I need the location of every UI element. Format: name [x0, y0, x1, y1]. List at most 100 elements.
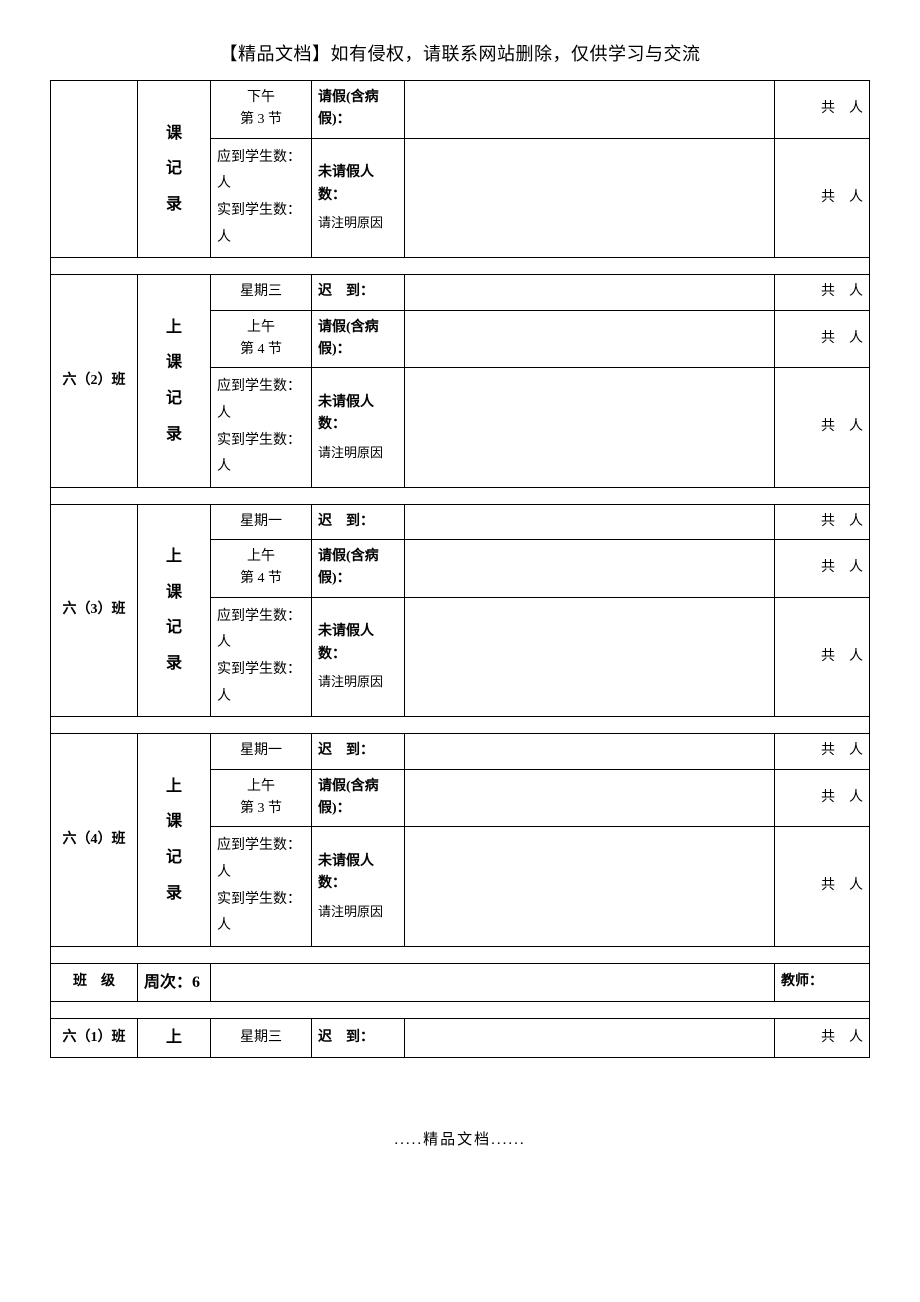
- time-cell: 应到学生数： 人实到学生数： 人: [211, 597, 312, 716]
- time-line: 第 4 节: [217, 339, 305, 361]
- names-cell: [405, 368, 775, 487]
- category-cell: 请假(含病假)：: [312, 310, 405, 368]
- category-cell: 迟 到：: [312, 1019, 405, 1058]
- time-line: 星期一: [217, 740, 305, 762]
- total-cell: 共 人: [775, 504, 870, 539]
- category-cell: 迟 到：: [312, 504, 405, 539]
- names-cell: [405, 769, 775, 827]
- total-label: 共 人: [821, 878, 863, 893]
- time-line: 上午: [217, 317, 305, 339]
- class-cell: 六（4）班: [51, 734, 138, 947]
- table-row: 六（2）班上课记录星期三迟 到： 共 人: [51, 275, 870, 310]
- total-cell: 共 人: [775, 734, 870, 769]
- group-separator: [51, 946, 870, 963]
- class-cell: 六（3）班: [51, 504, 138, 717]
- time-line: 第 4 节: [217, 568, 305, 590]
- total-cell: 共 人: [775, 81, 870, 139]
- total-label: 共 人: [821, 284, 863, 299]
- total-label: 共 人: [821, 190, 863, 205]
- total-label: 共 人: [821, 743, 863, 758]
- group-separator: [51, 258, 870, 275]
- names-cell: [405, 734, 775, 769]
- time-cell: 上午第 4 节: [211, 310, 312, 368]
- page-header: 【精品文档】如有侵权，请联系网站删除，仅供学习与交流: [50, 40, 870, 66]
- teacher-label: 教师：: [781, 974, 823, 989]
- time-cell: 应到学生数： 人实到学生数： 人: [211, 368, 312, 487]
- names-cell: [405, 138, 775, 257]
- total-cell: 共 人: [775, 138, 870, 257]
- time-cell: 上午第 4 节: [211, 540, 312, 598]
- time-line: 星期三: [240, 1030, 282, 1045]
- group-separator: [51, 1002, 870, 1019]
- category-cell: 未请假人数：请注明原因: [312, 138, 405, 257]
- record-label-char: 课: [166, 809, 182, 835]
- total-cell: 共 人: [775, 1019, 870, 1058]
- time-cell: 应到学生数： 人实到学生数： 人: [211, 138, 312, 257]
- teacher-cell: 教师：: [775, 963, 870, 1002]
- time-cell: 上午第 3 节: [211, 769, 312, 827]
- total-label: 共 人: [821, 560, 863, 575]
- record-label-cell: 上课记录: [138, 275, 211, 488]
- record-label-char: 记: [166, 615, 182, 641]
- table-row: 六（3）班上课记录星期一迟 到： 共 人: [51, 504, 870, 539]
- record-label-char: 课: [166, 350, 182, 376]
- names-cell: [405, 540, 775, 598]
- actual-count: 实到学生数： 人: [217, 657, 305, 710]
- reason-note: 请注明原因: [318, 443, 398, 464]
- class-name: 六（4）班: [63, 832, 126, 847]
- total-label: 共 人: [821, 514, 863, 529]
- category-cell: 请假(含病假)：: [312, 540, 405, 598]
- time-cell: 星期三: [211, 275, 312, 310]
- total-cell: 共 人: [775, 310, 870, 368]
- record-label-char: 录: [166, 422, 182, 448]
- late-label: 迟 到：: [318, 743, 374, 758]
- category-cell: 迟 到：: [312, 734, 405, 769]
- page-footer: .....精品文档......: [50, 1128, 870, 1179]
- week-cell: 周次：6: [138, 963, 211, 1002]
- expected-count: 应到学生数： 人: [217, 604, 305, 657]
- expected-count: 应到学生数： 人: [217, 833, 305, 886]
- names-cell: [405, 81, 775, 139]
- total-cell: 共 人: [775, 597, 870, 716]
- week-label: 周次：6: [144, 974, 200, 991]
- category-cell: 请假(含病假)：: [312, 81, 405, 139]
- time-line: 星期一: [217, 511, 305, 533]
- record-label-char: 记: [166, 156, 182, 182]
- actual-count: 实到学生数： 人: [217, 428, 305, 481]
- leave-label: 请假(含病假)：: [318, 90, 379, 127]
- record-label-cell: 课记录: [138, 81, 211, 258]
- total-label: 共 人: [821, 790, 863, 805]
- week-header-row: 班 级 周次：6 教师：: [51, 963, 870, 1002]
- record-label-char: 记: [166, 845, 182, 871]
- expected-count: 应到学生数： 人: [217, 374, 305, 427]
- noleave-label: 未请假人数：: [318, 165, 374, 202]
- record-label-char: 记: [166, 386, 182, 412]
- time-line: 第 3 节: [217, 109, 305, 131]
- total-cell: 共 人: [775, 368, 870, 487]
- actual-count: 实到学生数： 人: [217, 198, 305, 251]
- record-label-char: 上: [166, 544, 182, 570]
- total-label: 共 人: [821, 419, 863, 434]
- record-label-char: 录: [166, 651, 182, 677]
- record-label-cell: 上: [138, 1019, 211, 1058]
- record-label-cell: 上课记录: [138, 504, 211, 717]
- actual-count: 实到学生数： 人: [217, 887, 305, 940]
- class-header: 班 级: [73, 974, 115, 989]
- record-label-char: 上: [166, 315, 182, 341]
- total-label: 共 人: [821, 1030, 863, 1045]
- noleave-label: 未请假人数：: [318, 854, 374, 891]
- category-cell: 请假(含病假)：: [312, 769, 405, 827]
- record-label-char: 上: [166, 1029, 182, 1046]
- late-label: 迟 到：: [318, 284, 374, 299]
- attendance-table: 课记录下午第 3 节请假(含病假)： 共 人应到学生数： 人实到学生数： 人未请…: [50, 80, 870, 1058]
- blank-cell: [211, 963, 775, 1002]
- time-cell: 星期一: [211, 504, 312, 539]
- record-label-cell: 上课记录: [138, 734, 211, 947]
- names-cell: [405, 1019, 775, 1058]
- time-line: 星期三: [217, 281, 305, 303]
- noleave-label: 未请假人数：: [318, 624, 374, 661]
- class-cell: 六（1）班: [51, 1019, 138, 1058]
- names-cell: [405, 275, 775, 310]
- names-cell: [405, 504, 775, 539]
- time-cell: 星期三: [211, 1019, 312, 1058]
